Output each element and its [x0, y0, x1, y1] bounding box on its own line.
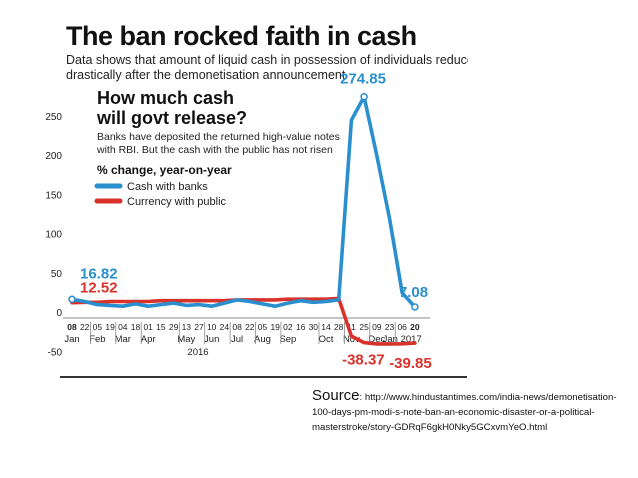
- x-tick-day-label: 30: [309, 322, 319, 332]
- series-lines: [70, 94, 417, 346]
- x-tick-day-label: 22: [80, 322, 90, 332]
- chart-subtitle-line2: drastically after the demonetisation ann…: [66, 68, 346, 82]
- x-tick-day-label: 02: [283, 322, 293, 332]
- x-tick-day-label: 08: [67, 322, 77, 332]
- x-tick-day-label: 18: [131, 322, 141, 332]
- x-tick-month-label: Dec: [368, 334, 385, 345]
- annotation-label: 274.85: [340, 71, 386, 88]
- x-tick-day-label: 06: [397, 322, 407, 332]
- annotation-label: 12.52: [80, 280, 118, 297]
- x-tick-day-label: 24: [220, 322, 230, 332]
- x-tick-month-label: Jun: [204, 334, 219, 345]
- x-tick-month-label: Aug: [254, 334, 271, 345]
- x-tick-month-label: Jan 2017: [383, 334, 422, 345]
- chart-figure: The ban rocked faith in cash Data shows …: [45, 21, 468, 378]
- year-label: 2016: [187, 347, 208, 358]
- x-tick-day-label: 13: [182, 322, 192, 332]
- chart-title: The ban rocked faith in cash: [66, 21, 417, 51]
- legend-label-cash-with-banks: Cash with banks: [127, 181, 208, 193]
- x-tick-month-label: May: [177, 334, 195, 345]
- y-tick-label: 200: [45, 151, 62, 162]
- x-tick-day-label: 16: [296, 322, 306, 332]
- annotation-label: -38.37: [342, 352, 385, 369]
- x-tick-day-label: 25: [359, 322, 369, 332]
- x-tick-day-label: 20: [410, 322, 420, 332]
- x-tick-day-label: 15: [156, 322, 166, 332]
- legend-label-currency-with-public: Currency with public: [127, 196, 227, 208]
- x-tick-day-label: 01: [143, 322, 153, 332]
- x-tick-day-label: 29: [169, 322, 179, 332]
- x-tick-day-label: 05: [258, 322, 268, 332]
- x-tick-month-label: Mar: [115, 334, 131, 345]
- chart-subtitle: Data shows that amount of liquid cash in…: [66, 53, 468, 82]
- y-axis: 250 200 150 100 50 0 -50: [45, 112, 62, 359]
- y-tick-label: 100: [45, 230, 62, 241]
- chart-note: Banks have deposited the returned high-v…: [96, 131, 343, 156]
- annotation-label: -39.85: [389, 355, 432, 372]
- x-tick-day-label: 05: [93, 322, 103, 332]
- x-tick-day-label: 19: [270, 322, 280, 332]
- chart-subtitle-line1: Data shows that amount of liquid cash in…: [66, 53, 468, 67]
- annotation-marker: [411, 303, 419, 311]
- legend-title: % change, year-on-year: [97, 163, 232, 177]
- chart-note-line2: with RBI. But the cash with the public h…: [96, 144, 333, 156]
- y-tick-label: 0: [56, 308, 62, 319]
- y-tick-label: 50: [51, 269, 63, 280]
- x-tick-day-label: 14: [321, 322, 331, 332]
- annotation-marker: [360, 92, 368, 101]
- x-tick-day-label: 22: [245, 322, 255, 332]
- annotation-marker: [68, 295, 76, 304]
- legend: Cash with banks Currency with public: [94, 181, 227, 208]
- x-tick-day-label: 28: [334, 322, 344, 332]
- chart-note-line1: Banks have deposited the returned high-v…: [97, 131, 340, 143]
- chart-headline-line1: How much cash: [97, 88, 234, 108]
- x-tick-day-label: 11: [347, 322, 356, 332]
- y-tick-label: 150: [45, 190, 62, 201]
- y-tick-label: -50: [48, 347, 63, 358]
- x-tick-month-label: Jan: [64, 334, 79, 345]
- chart-headline: How much cash will govt release?: [96, 88, 247, 128]
- chart-headline-line2: will govt release?: [96, 108, 247, 128]
- x-tick-month-label: Apr: [141, 334, 156, 345]
- x-tick-month-label: Oct: [319, 334, 334, 345]
- source-citation: Source: http://www.hindustantimes.com/in…: [312, 388, 627, 435]
- x-tick-month-label: Feb: [89, 334, 105, 345]
- x-tick-month-label: Nov: [343, 334, 360, 345]
- source-label: Source: [312, 387, 360, 404]
- annotation-label: 7.08: [399, 284, 428, 301]
- annotation-label: 16.82: [80, 265, 118, 282]
- x-tick-month-label: Jul: [231, 334, 243, 345]
- x-tick-day-label: 10: [207, 322, 217, 332]
- x-tick-day-label: 27: [194, 322, 204, 332]
- x-tick-day-label: 04: [118, 322, 128, 332]
- source-url: : http://www.hindustantimes.com/india-ne…: [312, 392, 617, 433]
- y-tick-label: 250: [45, 112, 62, 123]
- x-tick-day-label: 09: [372, 322, 382, 332]
- x-tick-day-label: 08: [232, 322, 242, 332]
- series-line-cash-with-banks: [70, 94, 417, 309]
- x-tick-month-label: Sep: [279, 334, 296, 345]
- x-tick-day-label: 23: [385, 322, 395, 332]
- x-tick-day-label: 19: [105, 322, 115, 332]
